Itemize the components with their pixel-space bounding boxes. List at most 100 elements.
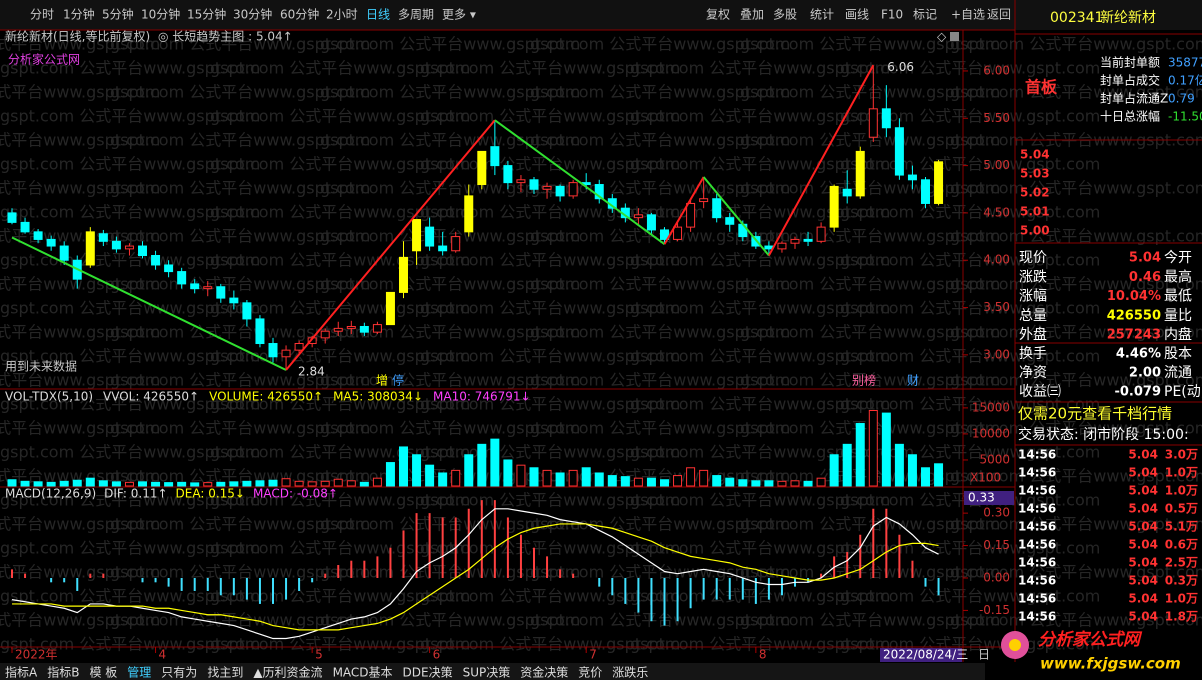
watermark: gspt.com 公式平台www.gspt.com [530,563,790,582]
candle-body [934,161,944,204]
book-price: 5.02 [1020,186,1050,200]
stat-label: 股本 [1164,346,1192,362]
volume-bar [281,478,291,487]
period-tab[interactable]: 1分钟 [63,7,95,22]
volume-bar [660,479,669,487]
seal-value: 35877 [1168,56,1202,70]
trend-line [702,176,770,257]
candle-body [842,188,852,197]
period-tab[interactable]: 15分钟 [187,7,226,22]
current-value: 0.33 [968,491,995,505]
period-tab[interactable]: 更多 ▾ [442,8,476,22]
watermark: gspt.com 公式平台www.gspt.com [0,443,260,462]
trend-line [11,236,287,371]
volume-bar [816,477,826,487]
candle-body [190,283,200,290]
icon[interactable] [950,32,959,41]
toolbar-button[interactable]: 多股 [773,8,797,22]
watermark: gspt.com 公式平台www.gspt.com [0,227,160,246]
indicator-tab[interactable]: 模 板 [89,666,117,680]
indicator-tab[interactable]: 竞价 [578,666,602,680]
candle-body [542,185,552,190]
period-tab[interactable]: 多周期 [398,8,434,22]
indicator-tab[interactable]: 只有为 [161,666,197,680]
volume-bar [829,454,839,487]
volume-bar [555,472,565,487]
candle-body [803,238,813,242]
period-tab[interactable]: 分时 [30,8,54,22]
trade-price: 5.04 [1128,520,1158,534]
candle-body [372,324,382,333]
watermark: gspt.com 公式平台www.gspt.com [110,131,370,150]
watermark: gspt.com 公式平台www.gspt.com [420,587,680,606]
candle-body [725,217,735,225]
stat-value: 2.00 [1129,366,1161,381]
watermark: gspt.com 公式平台www.gspt.com [110,467,370,486]
period-tab[interactable]: 30分钟 [233,7,272,22]
candle-body [907,174,917,181]
candle-body [268,343,278,358]
indicator-tab[interactable]: MACD基本 [333,666,393,680]
watermark: gspt.com 公式平台www.gspt.com [950,35,1202,54]
candle-body [203,286,213,290]
watermark: gspt.com 公式平台www.gspt.com [0,59,260,78]
period-tab[interactable]: 2小时 [326,8,358,22]
volume-bar [868,409,878,487]
watermark: gspt.com 公式平台www.gspt.com [0,323,160,342]
period-tab[interactable]: 5分钟 [102,7,134,22]
indicator-tab[interactable]: SUP决策 [463,666,511,680]
period-tab[interactable]: 60分钟 [280,7,319,22]
volume-bar [33,481,43,487]
toolbar-button[interactable]: 复权 [706,8,730,22]
toolbar-button[interactable]: 统计 [810,8,834,22]
seal-value: 0.17亿 [1168,73,1202,88]
watermark: gspt.com 公式平台www.gspt.com [420,299,680,318]
period-tab[interactable]: 日线 [366,8,390,22]
stat-value: 10.04% [1107,289,1161,304]
unit-label: X100 [970,471,1001,485]
candle-body [516,179,526,184]
watermark: gspt.com 公式平台www.gspt.com [840,107,1100,126]
icon[interactable]: ◇ [937,30,947,44]
period-tab[interactable]: 10分钟 [141,7,180,22]
watermark: gspt.com 公式平台www.gspt.com [210,203,470,222]
watermark: gspt.com 公式平台www.gspt.com [950,419,1202,438]
toolbar-button[interactable]: F10 [881,8,903,22]
toolbar-button[interactable]: 返回 [987,8,1011,22]
indicator-tab[interactable]: DDE决策 [403,666,453,680]
candle-body [451,236,461,252]
seal-label: 封单占流通Z [1100,91,1168,106]
y-tick-label: -0.15 [979,603,1010,617]
indicator-tab[interactable]: 指标B [47,665,79,680]
watermark: gspt.com 公式平台www.gspt.com [950,611,1202,630]
indicator-tab[interactable]: 涨跌乐 [612,665,648,680]
trade-volume: 0.3万 [1165,574,1198,588]
toolbar-button[interactable]: 叠加 [740,8,764,22]
toolbar-button[interactable]: 标记 [913,8,937,22]
book-price: 5.01 [1020,205,1050,219]
watermark: gspt.com 公式平台www.gspt.com [0,563,160,582]
volume-bar [934,463,944,487]
volume-bar [712,475,722,487]
trade-time: 14:56 [1018,502,1056,516]
indicator-tab[interactable]: 指标A [5,665,38,680]
indicator-tab[interactable]: 管理 [127,665,151,680]
volume-bar [399,446,408,487]
watermark: gspt.com 公式平台www.gspt.com [630,59,890,78]
cursor-date: 2022/08/24/三 [883,648,968,662]
indicator-tab[interactable]: ▲历利资金流 [253,665,322,680]
indicator-tab[interactable]: 找主到 [207,666,243,680]
indicator-tab[interactable]: 资金决策 [520,665,568,680]
watermark: gspt.com 公式平台www.gspt.com [740,611,1000,630]
watermark: gspt.com 公式平台www.gspt.com [420,59,680,78]
ad[interactable]: 仅需20元查看千档行情 [1018,405,1172,423]
panel-header: DIF: 0.11↑ [104,487,167,501]
trade-price: 5.04 [1128,556,1158,570]
watermark: gspt.com 公式平台www.gspt.com [630,587,890,606]
candle-body [503,165,513,184]
candle-body [686,202,696,228]
toolbar-button[interactable]: 画线 [845,8,869,22]
watermark: gspt.com 公式平台www.gspt.com [320,611,580,630]
toolbar-button[interactable]: +自选 [951,8,985,22]
current-value-box [964,491,1014,505]
